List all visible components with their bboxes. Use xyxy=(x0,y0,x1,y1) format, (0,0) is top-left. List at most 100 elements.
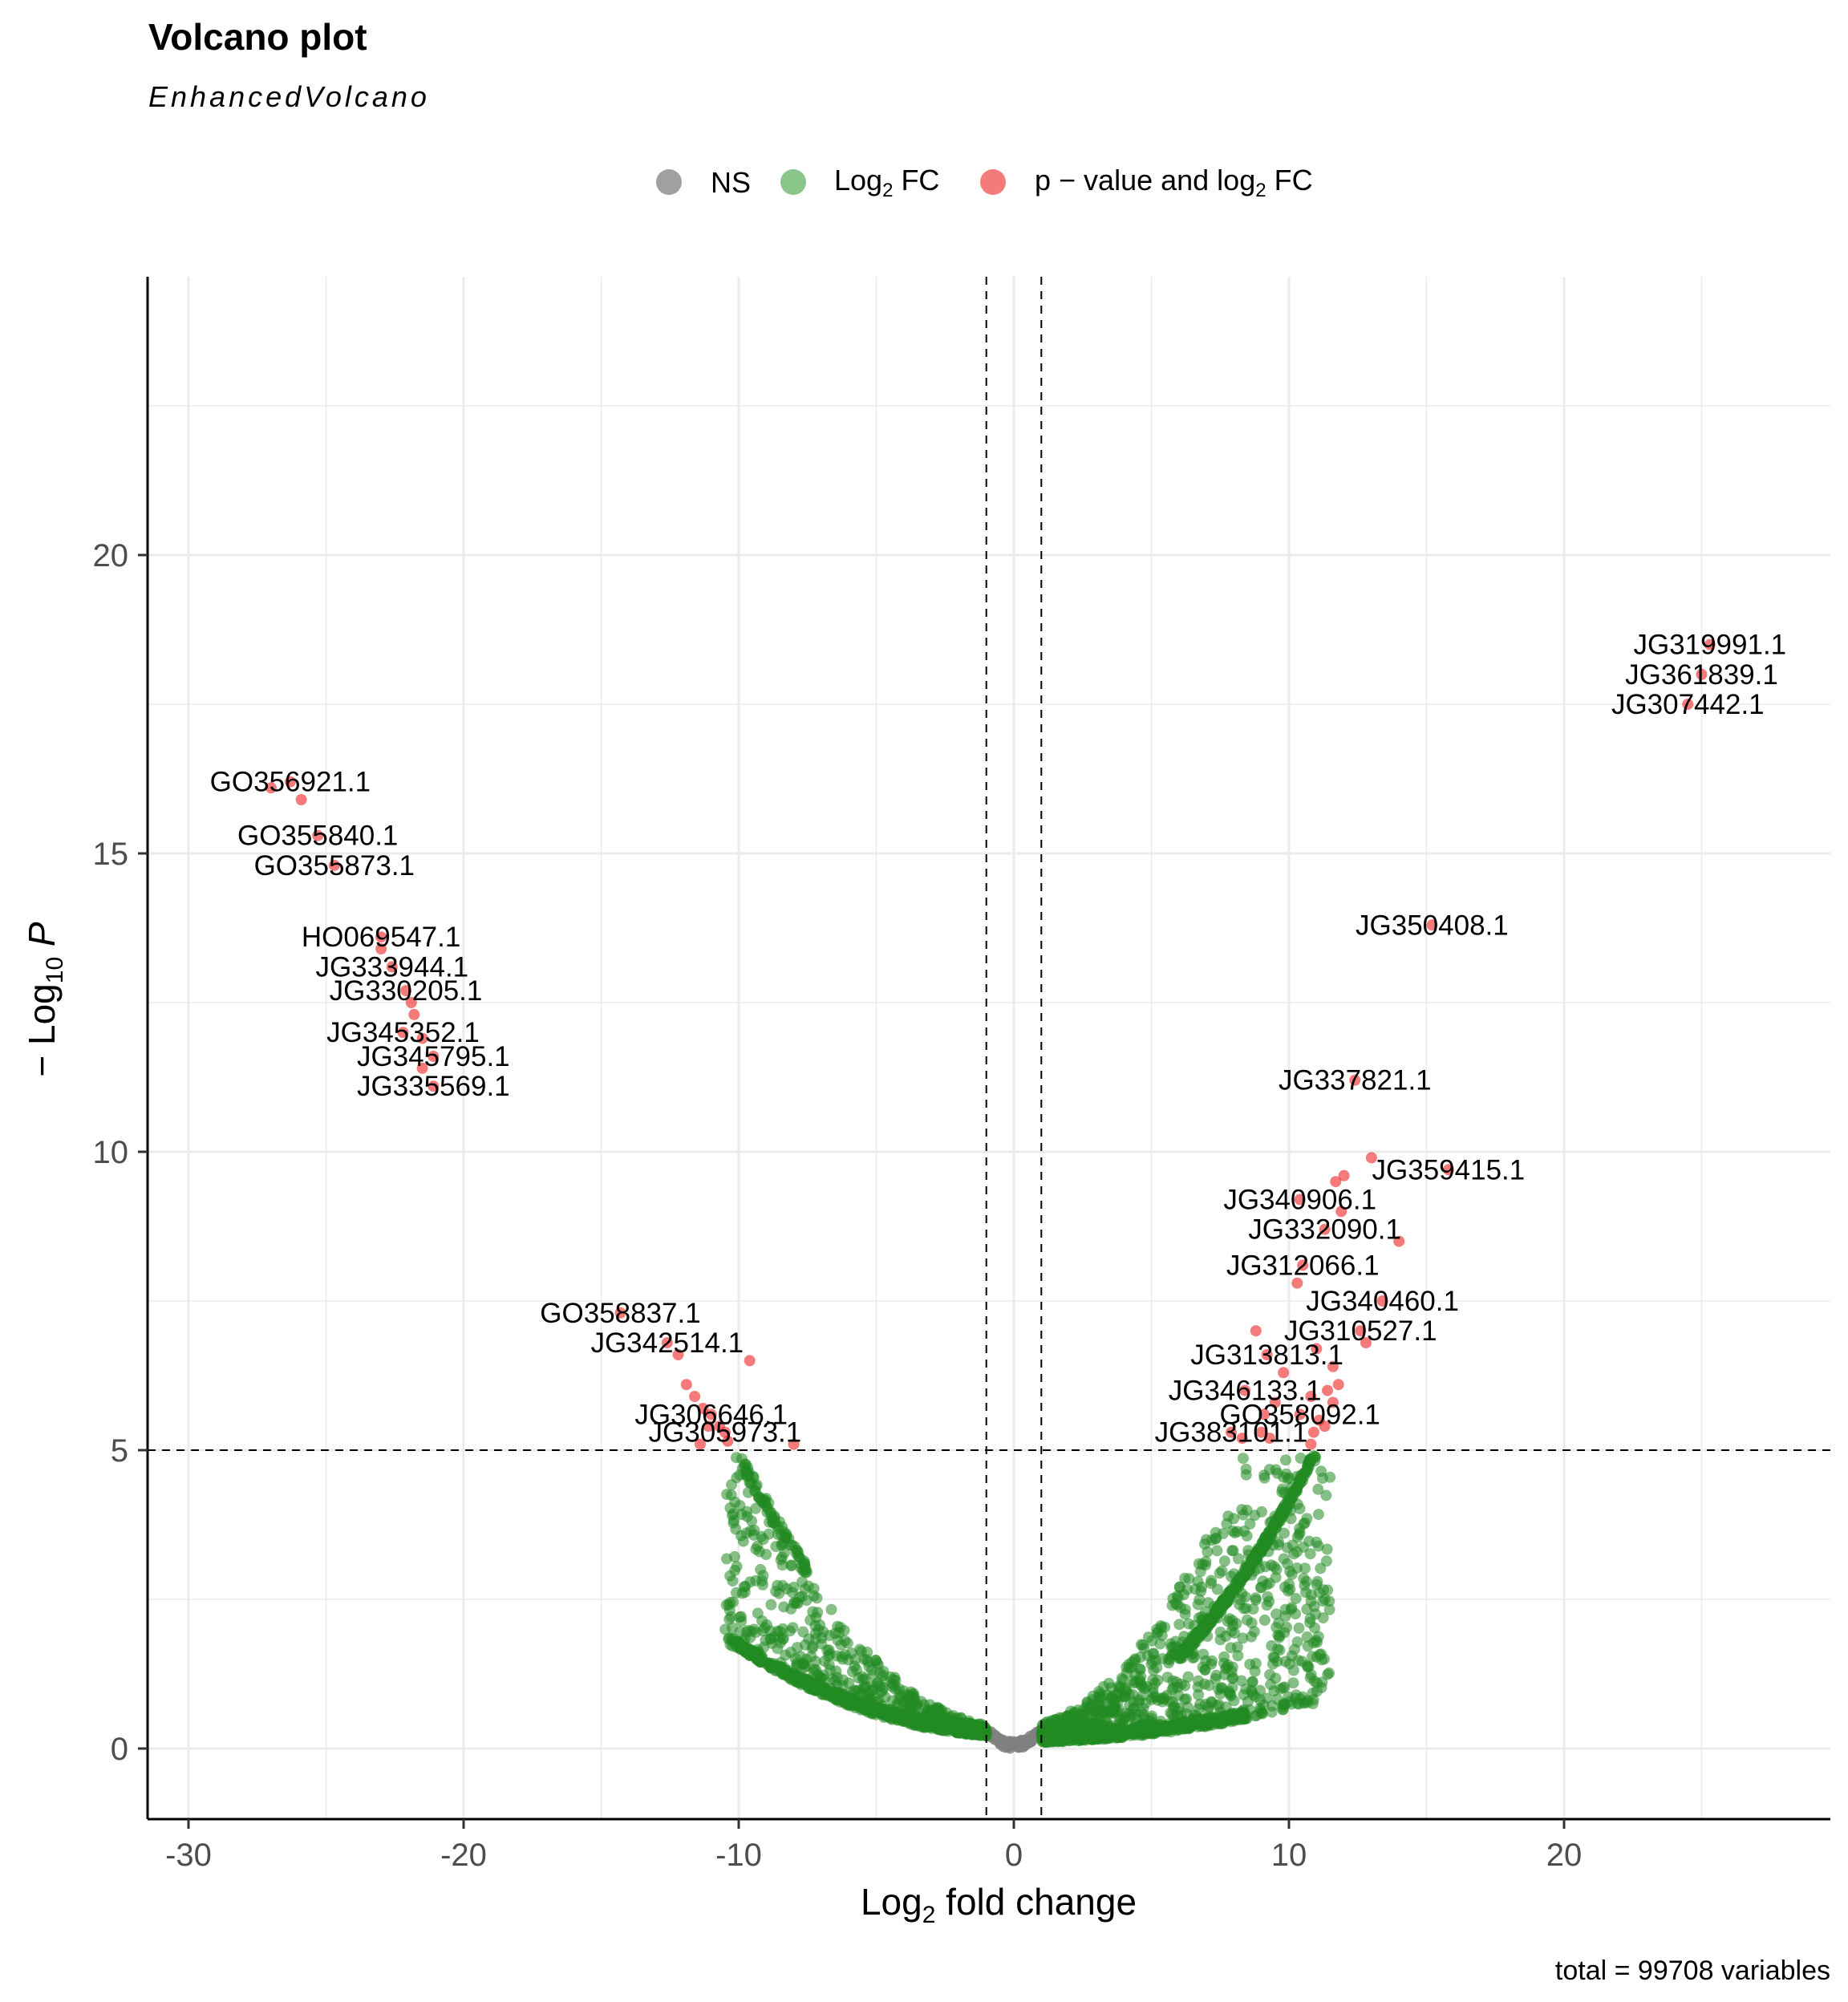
significant-point xyxy=(428,1051,440,1062)
fc-point xyxy=(1202,1631,1214,1642)
fc-point xyxy=(1200,1606,1211,1618)
fc-point xyxy=(894,1683,905,1695)
fc-point xyxy=(1278,1471,1290,1483)
significant-point xyxy=(744,1355,756,1367)
fc-point xyxy=(1273,1536,1284,1548)
significant-point xyxy=(1327,1360,1339,1372)
fc-point xyxy=(1226,1665,1238,1677)
fc-point xyxy=(1311,1575,1323,1587)
significant-point xyxy=(408,1008,420,1020)
significant-point xyxy=(703,1420,715,1433)
fc-point xyxy=(776,1559,788,1571)
fc-point xyxy=(1287,1677,1299,1689)
significant-point xyxy=(1682,699,1694,710)
fc-point xyxy=(1305,1595,1317,1607)
fc-point xyxy=(1273,1510,1285,1522)
fc-point xyxy=(1304,1617,1316,1628)
fc-point xyxy=(742,1461,754,1473)
fc-point xyxy=(791,1658,803,1669)
fc-point xyxy=(1312,1483,1324,1495)
fc-point xyxy=(1322,1668,1334,1680)
significant-point xyxy=(689,1391,701,1402)
fc-point xyxy=(736,1615,748,1627)
fc-point xyxy=(1240,1566,1252,1578)
point-label: JG332090.1 xyxy=(1248,1214,1401,1246)
fc-point xyxy=(1298,1572,1310,1584)
significant-point xyxy=(1226,1426,1237,1438)
fc-point xyxy=(765,1599,777,1611)
fc-point xyxy=(1187,1647,1199,1659)
fc-point xyxy=(834,1621,846,1633)
fc-point xyxy=(1048,1714,1060,1726)
fc-point xyxy=(1254,1562,1266,1574)
fc-point xyxy=(1317,1612,1329,1623)
significant-point xyxy=(1239,1384,1251,1396)
point-label: GO356921.1 xyxy=(210,767,371,798)
fc-point xyxy=(1148,1692,1160,1704)
significant-point xyxy=(672,1349,684,1360)
fc-point xyxy=(796,1676,808,1688)
significant-point xyxy=(1255,1426,1267,1438)
x-tick-label: -20 xyxy=(440,1838,487,1873)
fc-point xyxy=(1128,1702,1140,1714)
fc-point xyxy=(805,1651,817,1663)
significant-point xyxy=(1258,1408,1270,1420)
fc-point xyxy=(1210,1673,1222,1684)
fc-point xyxy=(851,1664,862,1676)
legend-sig-label: p − value and log2 FC xyxy=(1035,164,1313,201)
significant-point xyxy=(722,1435,734,1447)
fc-point xyxy=(1283,1658,1295,1670)
significant-point xyxy=(695,1438,706,1450)
fc-point xyxy=(969,1721,981,1733)
significant-point xyxy=(661,1337,673,1349)
significant-point xyxy=(1307,1426,1319,1438)
ns-point xyxy=(999,1741,1011,1753)
fc-point xyxy=(1307,1651,1319,1663)
fc-point xyxy=(1247,1603,1259,1615)
significant-point xyxy=(1269,1396,1281,1408)
fc-point xyxy=(1266,1559,1277,1571)
fc-point xyxy=(1320,1489,1332,1502)
significant-point xyxy=(312,829,324,841)
fc-point xyxy=(1312,1509,1324,1521)
fc-point xyxy=(1194,1594,1206,1606)
fc-point xyxy=(763,1497,775,1509)
fc-point xyxy=(1228,1695,1240,1707)
fc-point xyxy=(1324,1471,1336,1483)
fc-point xyxy=(1211,1545,1223,1557)
fc-point xyxy=(867,1680,878,1692)
fc-point xyxy=(788,1582,800,1593)
fc-point xyxy=(777,1632,789,1644)
fc-point xyxy=(752,1540,764,1552)
fc-point xyxy=(1214,1567,1226,1579)
significant-point xyxy=(1305,1391,1317,1402)
significant-point xyxy=(416,1062,428,1074)
fc-point xyxy=(1319,1653,1330,1665)
fc-point xyxy=(1151,1662,1163,1673)
fc-point xyxy=(962,1728,973,1740)
fc-point xyxy=(1263,1595,1275,1607)
fc-point xyxy=(1309,1455,1321,1467)
significant-point xyxy=(328,859,340,871)
point-label: JG337821.1 xyxy=(1279,1065,1432,1096)
point-label: JG345352.1 xyxy=(326,1017,480,1048)
chart-subtitle: EnhancedVolcano xyxy=(148,80,430,113)
points-layer xyxy=(265,638,1716,1754)
fc-point xyxy=(822,1650,834,1662)
significant-point xyxy=(1360,1337,1372,1349)
significant-point xyxy=(1294,1194,1306,1206)
fc-point xyxy=(765,1507,777,1518)
fc-point xyxy=(1265,1679,1277,1691)
fc-point xyxy=(791,1545,803,1556)
fc-point xyxy=(729,1564,741,1576)
fc-point xyxy=(1266,1706,1278,1718)
fc-point xyxy=(1318,1584,1329,1596)
point-label: JG342514.1 xyxy=(590,1327,744,1359)
fc-point xyxy=(739,1587,751,1599)
significant-point xyxy=(1305,1438,1317,1450)
fc-point xyxy=(734,1500,746,1512)
fc-point xyxy=(1127,1723,1139,1735)
fc-point xyxy=(1195,1712,1207,1724)
fc-point xyxy=(1294,1502,1306,1514)
